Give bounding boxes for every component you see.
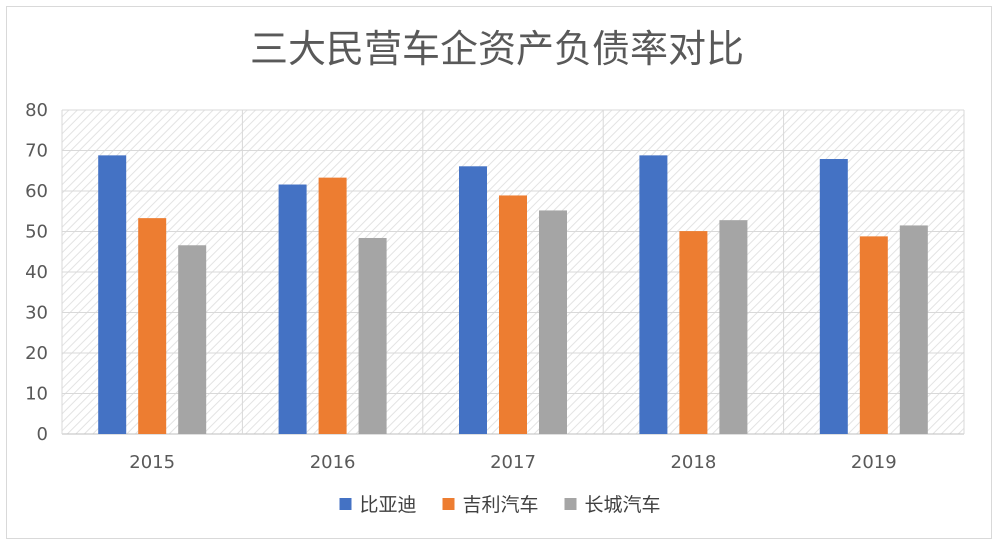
legend-swatch (442, 498, 455, 510)
bar-吉利汽车-2015 (138, 218, 167, 434)
y-tick-label: 30 (25, 303, 48, 324)
y-axis-ticks: 0 10 20 30 40 50 60 70 80 (25, 100, 48, 445)
y-tick-label: 80 (25, 100, 48, 121)
bars (98, 155, 928, 435)
legend: 比亚迪 吉利汽车 长城汽车 (339, 494, 661, 516)
bar-比亚迪-2017 (459, 166, 487, 435)
bar-吉利汽车-2018 (679, 231, 708, 434)
x-tick-label: 2016 (310, 452, 356, 473)
bar-吉利汽车-2019 (859, 236, 888, 434)
x-tick-label: 2018 (670, 452, 716, 473)
bar-吉利汽车-2016 (318, 177, 347, 434)
bar-比亚迪-2016 (278, 184, 307, 434)
legend-swatch (339, 498, 352, 510)
x-tick-label: 2019 (851, 452, 897, 473)
bar-长城汽车-2019 (899, 225, 928, 434)
y-tick-label: 50 (25, 222, 48, 243)
x-tick-label: 2015 (129, 452, 175, 473)
y-tick-label: 10 (25, 384, 48, 405)
bar-长城汽车-2015 (178, 245, 207, 434)
legend-swatch (564, 498, 577, 510)
legend-label: 吉利汽车 (463, 494, 539, 516)
bar-比亚迪-2019 (819, 159, 848, 434)
x-tick-label: 2017 (490, 452, 536, 473)
bar-长城汽车-2016 (358, 237, 387, 434)
chart-title: 三大民营车企资产负债率对比 (250, 27, 744, 71)
y-tick-label: 60 (25, 181, 48, 202)
legend-label: 长城汽车 (585, 494, 661, 516)
bar-比亚迪-2018 (639, 155, 668, 435)
y-tick-label: 70 (25, 141, 48, 162)
bar-吉利汽车-2017 (499, 195, 527, 434)
y-tick-label: 0 (37, 424, 48, 445)
x-axis-ticks: 2015 2016 2017 2018 2019 (129, 452, 896, 473)
y-tick-label: 20 (25, 343, 48, 364)
bar-长城汽车-2017 (539, 210, 567, 434)
legend-label: 比亚迪 (360, 494, 417, 516)
y-tick-label: 40 (25, 262, 48, 283)
bar-长城汽车-2018 (719, 220, 748, 434)
bar-比亚迪-2015 (98, 155, 127, 435)
